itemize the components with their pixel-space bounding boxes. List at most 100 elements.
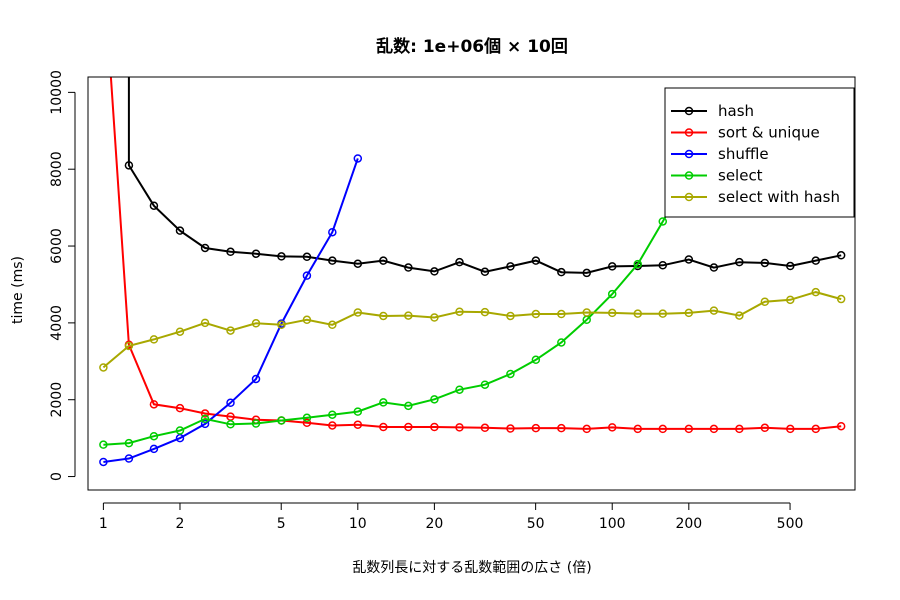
data-point — [328, 320, 337, 330]
data-point — [379, 398, 388, 407]
data-point — [836, 294, 846, 304]
data-point — [760, 423, 770, 433]
data-point — [430, 395, 439, 404]
data-point — [430, 267, 439, 276]
data-point — [658, 424, 668, 434]
data-point — [302, 413, 312, 423]
x-tick-label: 1 — [99, 516, 108, 532]
data-point — [379, 422, 388, 432]
data-point — [658, 309, 668, 318]
data-point — [149, 444, 159, 454]
data-point — [251, 319, 261, 328]
data-point — [633, 424, 643, 434]
series-line — [103, 195, 679, 446]
legend-marker — [684, 149, 694, 159]
data-point — [658, 261, 668, 270]
data-point — [200, 409, 210, 418]
y-tick-label: 8000 — [49, 151, 65, 187]
data-point — [226, 398, 235, 408]
data-point — [277, 320, 286, 330]
data-point — [582, 308, 591, 317]
x-axis-label: 乱数列長に対する乱数範囲の広さ (倍) — [352, 559, 591, 576]
series-line — [103, 158, 359, 463]
data-point — [379, 311, 388, 321]
data-point — [582, 268, 591, 278]
y-tick-label: 10000 — [49, 70, 65, 115]
data-point — [735, 257, 744, 267]
data-point — [302, 418, 312, 428]
data-point — [277, 252, 286, 261]
data-point — [302, 252, 312, 262]
data-point — [480, 423, 490, 433]
x-axis: 1 2 5 10 20 50 100 200 500 — [99, 502, 803, 532]
data-point — [277, 416, 286, 425]
data-point — [149, 335, 159, 344]
data-point — [251, 374, 261, 384]
data-point — [836, 421, 846, 431]
chart-title: 乱数: 1e+06個 × 10回 — [376, 36, 568, 57]
data-point — [353, 420, 363, 429]
data-point — [836, 251, 846, 260]
data-point — [99, 363, 108, 372]
series-layer — [99, 77, 846, 467]
plot-frame — [87, 76, 856, 491]
data-point — [633, 259, 643, 269]
x-tick-label: 20 — [425, 516, 443, 532]
data-point — [684, 424, 694, 434]
data-point — [200, 414, 210, 424]
data-point — [506, 262, 515, 271]
y-tick-label: 6000 — [49, 228, 65, 264]
data-point — [404, 401, 413, 411]
data-point — [607, 289, 617, 299]
legend-marker — [684, 128, 694, 137]
data-point — [506, 424, 515, 433]
y-tick-label: 0 — [49, 472, 65, 481]
x-tick-label: 200 — [675, 516, 702, 532]
data-point — [531, 309, 541, 319]
data-point — [607, 308, 617, 318]
series-line — [127, 77, 842, 274]
data-point — [353, 407, 363, 416]
data-point — [557, 423, 566, 433]
data-point — [328, 227, 337, 237]
data-point — [149, 400, 159, 409]
data-point — [684, 308, 694, 318]
legend-label: select — [718, 167, 763, 185]
data-point — [506, 369, 515, 379]
data-point — [149, 431, 159, 441]
data-point — [99, 457, 108, 467]
data-point — [353, 308, 363, 317]
data-point — [455, 385, 464, 394]
data-point — [557, 267, 566, 277]
y-axis: 0 2000 4000 6000 8000 10000 — [49, 70, 76, 481]
data-point — [607, 262, 617, 271]
data-point — [328, 410, 337, 419]
data-point — [455, 423, 464, 432]
series-4 — [99, 287, 846, 372]
data-point — [684, 255, 694, 264]
x-tick-label: 50 — [527, 516, 545, 532]
legend-marker — [684, 192, 694, 202]
data-point — [735, 424, 744, 434]
data-point — [175, 426, 185, 435]
data-point — [607, 423, 617, 432]
data-point — [200, 243, 210, 253]
data-point — [149, 201, 159, 210]
data-point — [404, 263, 413, 272]
data-point — [328, 421, 337, 430]
data-point — [811, 287, 821, 297]
data-point — [557, 309, 566, 319]
data-point — [531, 355, 541, 365]
data-point — [557, 338, 566, 347]
data-point — [709, 263, 719, 272]
data-point — [124, 438, 134, 448]
x-tick-label: 10 — [349, 516, 367, 532]
data-point — [709, 306, 719, 315]
data-point — [99, 440, 108, 449]
data-point — [379, 256, 388, 265]
x-tick-label: 100 — [599, 516, 626, 532]
data-point — [226, 420, 235, 429]
data-point — [760, 258, 770, 268]
data-point — [251, 249, 261, 258]
